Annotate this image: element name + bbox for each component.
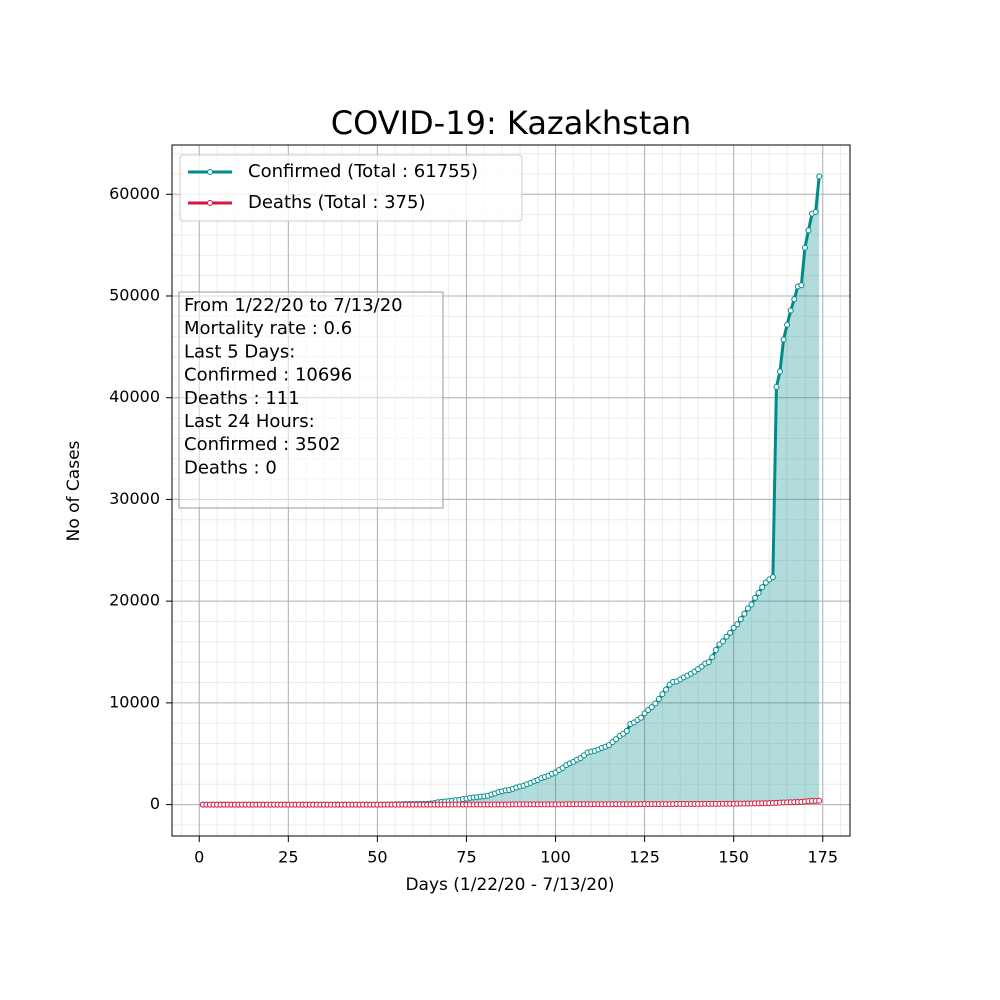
marker [655, 695, 662, 702]
legend-label: Deaths (Total : 375) [248, 192, 425, 213]
marker [816, 797, 823, 804]
x-tick-label: 175 [807, 848, 838, 867]
area [202, 176, 820, 805]
marker [730, 624, 737, 631]
annotation-line: Deaths : 111 [184, 388, 300, 409]
marker [734, 621, 741, 628]
marker [752, 594, 759, 601]
marker [812, 209, 819, 216]
annotation-line: Confirmed : 10696 [184, 365, 352, 386]
marker [648, 704, 655, 711]
marker [791, 296, 798, 303]
y-tick-label: 20000 [109, 591, 160, 610]
y-axis-label: No of Cases [64, 440, 84, 541]
marker [769, 574, 776, 581]
marker [744, 605, 751, 612]
marker [748, 601, 755, 608]
legend-box [179, 154, 523, 222]
x-tick-label: 25 [278, 848, 298, 867]
marker [773, 383, 780, 390]
marker [801, 244, 808, 251]
y-tick-label: 10000 [109, 692, 160, 711]
y-tick-label: 40000 [109, 387, 160, 406]
marker [755, 589, 762, 596]
x-tick-label: 50 [367, 848, 387, 867]
legend-marker [207, 169, 213, 175]
marker [805, 227, 812, 234]
y-tick-label: 0 [150, 794, 160, 813]
x-tick-label: 75 [456, 848, 476, 867]
marker [712, 647, 719, 654]
marker [719, 638, 726, 645]
legend-marker [207, 200, 213, 206]
marker [816, 173, 823, 180]
marker [737, 616, 744, 623]
marker [641, 710, 648, 717]
marker [662, 686, 669, 693]
x-tick-label: 100 [540, 848, 571, 867]
marker [638, 714, 645, 721]
y-tick-label: 60000 [109, 184, 160, 203]
annotation-line: Deaths : 0 [184, 457, 277, 478]
annotation-line: Confirmed : 3502 [184, 434, 341, 455]
marker [787, 307, 794, 314]
x-tick-label: 0 [194, 848, 204, 867]
annotation-line: Mortality rate : 0.6 [184, 318, 352, 339]
marker [723, 633, 730, 640]
chart-title: COVID-19: Kazakhstan [331, 104, 692, 142]
annotation-line: From 1/22/20 to 7/13/20 [184, 295, 403, 316]
marker [741, 610, 748, 617]
marker [623, 728, 630, 735]
marker [776, 368, 783, 375]
x-tick-label: 125 [629, 848, 660, 867]
marker [727, 629, 734, 636]
marker [652, 700, 659, 707]
x-axis-label: Days (1/22/20 - 7/13/20) [405, 875, 614, 895]
marker [759, 584, 766, 591]
legend: Confirmed (Total : 61755) Deaths (Total :… [179, 154, 523, 222]
annotation-line: Last 5 Days: [184, 341, 295, 362]
marker [762, 579, 769, 586]
marker [784, 321, 791, 328]
annotation-line: Last 24 Hours: [184, 411, 315, 432]
marker [613, 736, 620, 743]
marker [698, 663, 705, 670]
y-tick-label: 50000 [109, 285, 160, 304]
marker [705, 659, 712, 666]
y-tick-label: 30000 [109, 489, 160, 508]
plot-frame [171, 144, 851, 837]
marker [780, 336, 787, 343]
marker [659, 691, 666, 698]
legend-label: Confirmed (Total : 61755) [248, 161, 478, 182]
x-tick-label: 150 [718, 848, 749, 867]
marker [709, 654, 716, 661]
marker [798, 282, 805, 289]
annotation-box [178, 291, 444, 509]
